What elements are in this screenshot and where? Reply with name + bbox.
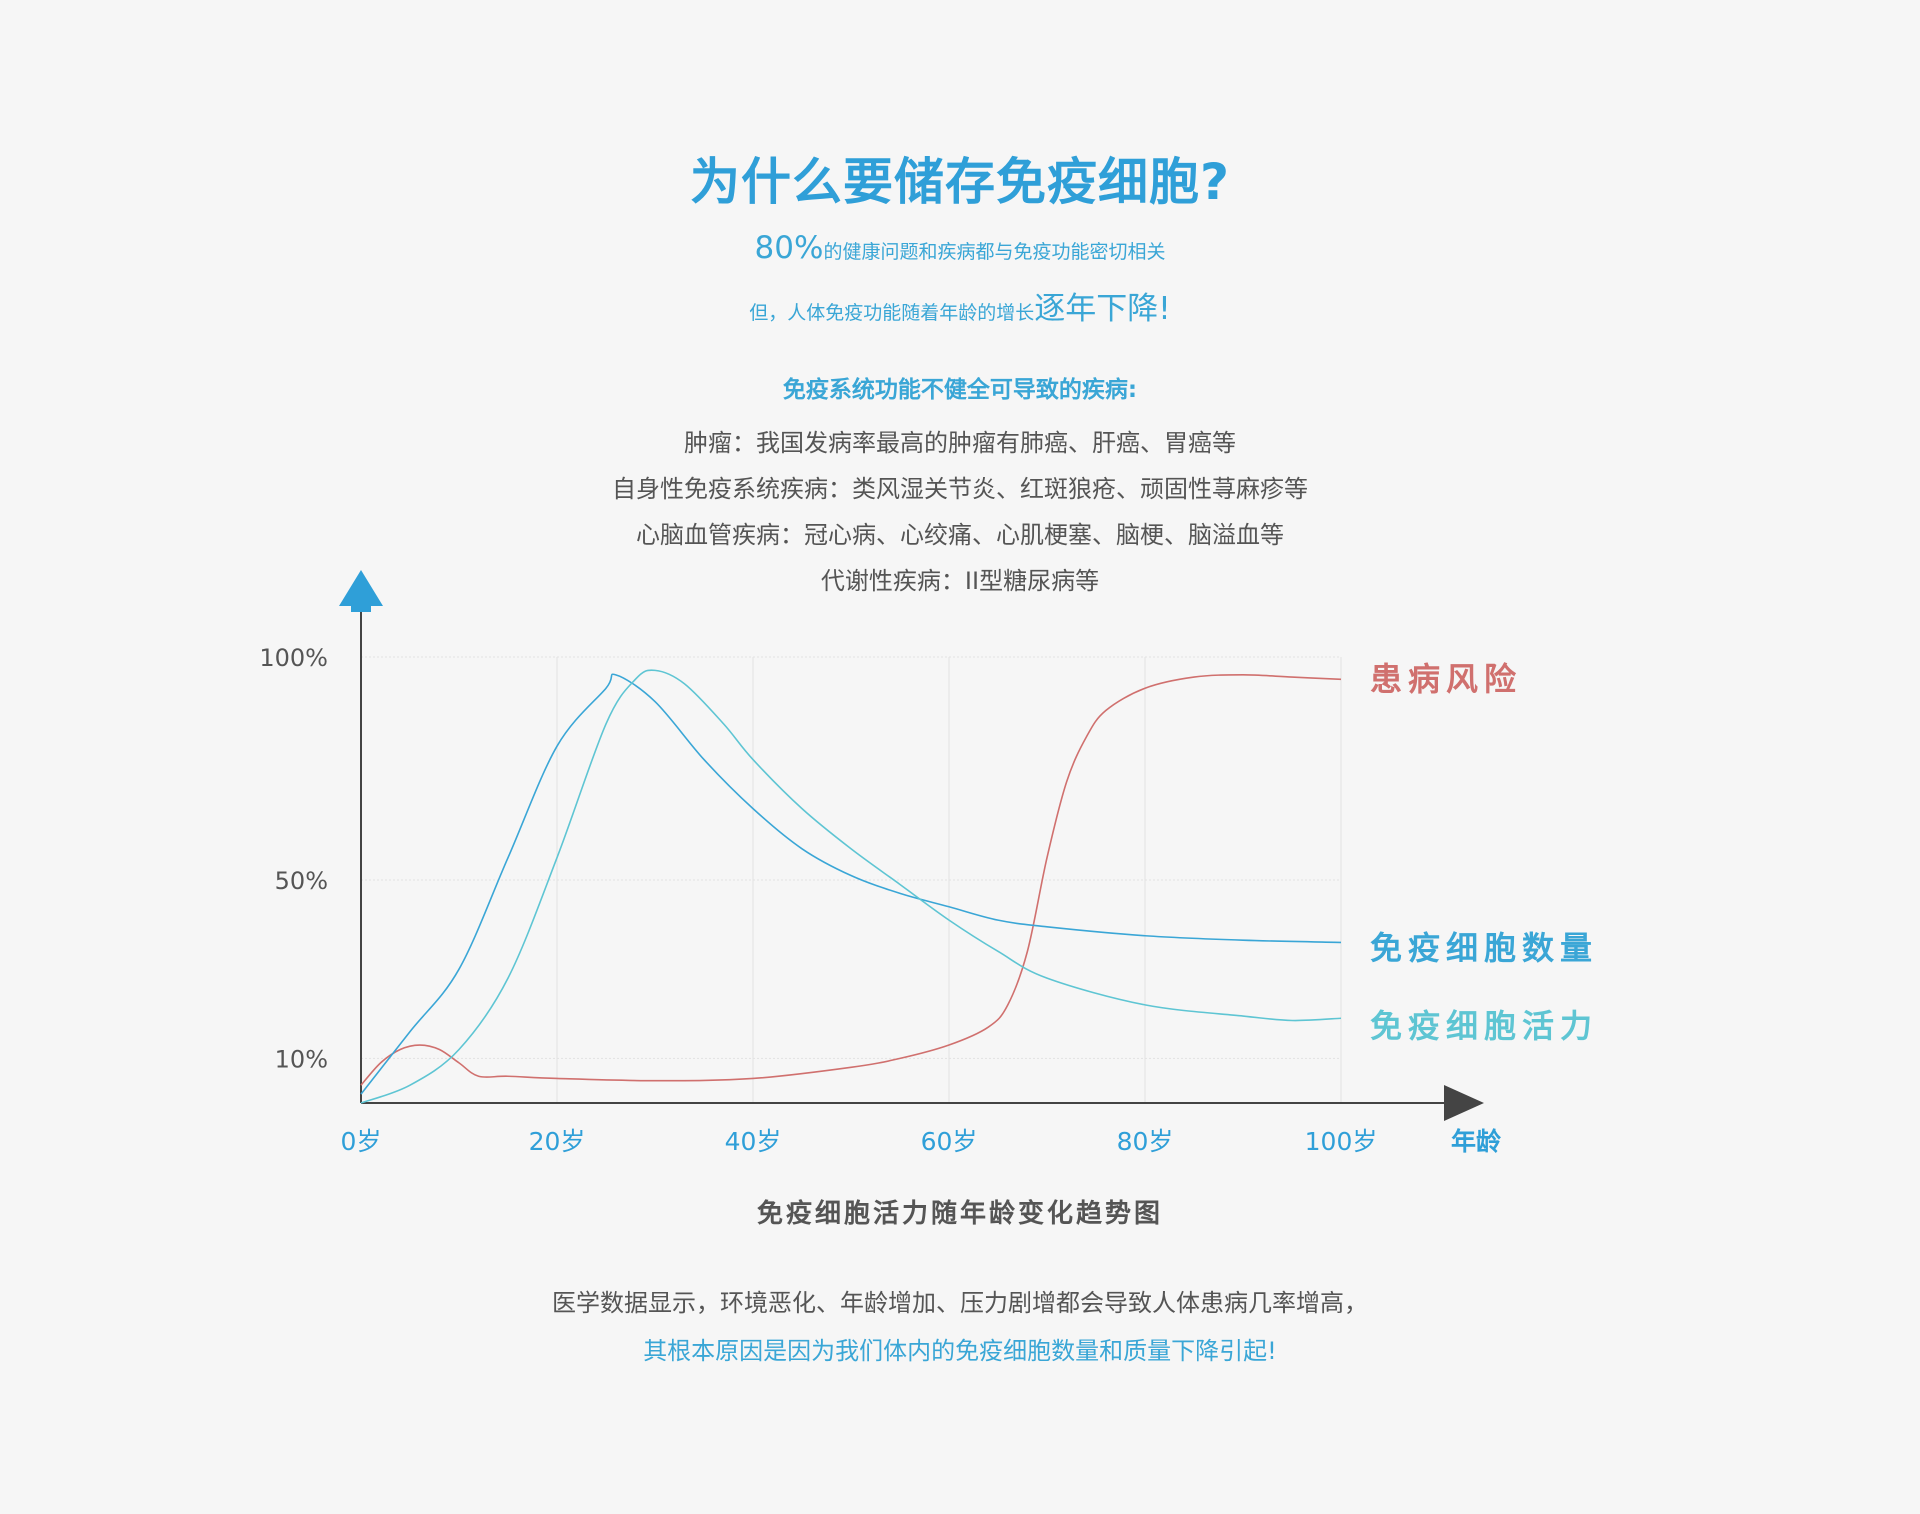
x-tick-label: 40岁 (725, 1127, 782, 1156)
x-axis-arrow-icon (1444, 1085, 1484, 1121)
series-layer (360, 669, 1342, 1104)
y-tick-label: 10% (275, 1045, 328, 1073)
disease-item: 肿瘤：我国发病率最高的肿瘤有肺癌、肝癌、胃癌等 (684, 429, 1236, 457)
grid-layer (361, 656, 1342, 1103)
disease-item: 心脑血管疾病：冠心病、心绞痛、心肌梗塞、脑梗、脑溢血等 (636, 521, 1284, 549)
x-tick-label: 0岁 (341, 1127, 382, 1156)
x-tick-label: 100岁 (1305, 1127, 1378, 1156)
subtitle-highlight-percent: 80% (754, 230, 824, 266)
x-tick-label: 20岁 (529, 1127, 586, 1156)
footer-line-1: 医学数据显示，环境恶化、年龄增加、压力剧增都会导致人体患病几率增高， (552, 1289, 1368, 1317)
page-title: 为什么要储存免疫细胞? (689, 153, 1230, 211)
chart-caption: 免疫细胞活力随年龄变化趋势图 (756, 1199, 1163, 1229)
subtitle-text-2: 但，人体免疫功能随着年龄的增长 (749, 302, 1035, 324)
x-axis-label: 年龄 (1451, 1127, 1502, 1156)
disease-item: 自身性免疫系统疾病：类风湿关节炎、红斑狼疮、顽固性荨麻疹等 (612, 475, 1308, 503)
series-label: 患病风险 (1370, 660, 1522, 698)
y-tick-label: 50% (275, 867, 328, 895)
footer-line-2: 其根本原因是因为我们体内的免疫细胞数量和质量下降引起! (643, 1337, 1277, 1365)
diseases-heading: 免疫系统功能不健全可导致的疾病: (782, 377, 1138, 403)
label-layer: 0岁 20岁 40岁 60岁 80岁 100岁 100% 50% 10% 年龄 患病风险免疫细胞数量… (259, 644, 1598, 1156)
y-tick-label: 100% (259, 644, 328, 672)
series-line (360, 669, 1342, 1104)
disease-item: 代谢性疾病：II型糖尿病等 (820, 567, 1100, 595)
series-line (360, 674, 1342, 1086)
subtitle-highlight-decline: 逐年下降! (1034, 291, 1171, 327)
axis-layer (339, 570, 1484, 1121)
y-axis-arrow-icon (339, 570, 383, 612)
series-line (360, 673, 1342, 1095)
x-tick-label: 60岁 (921, 1127, 978, 1156)
series-label: 免疫细胞活力 (1370, 1007, 1598, 1045)
subtitle-line-2: 但，人体免疫功能随着年龄的增长逐年下降! (0, 283, 1920, 328)
subtitle-text-1: 的健康问题和疾病都与免疫功能密切相关 (823, 241, 1166, 263)
x-tick-label: 80岁 (1117, 1127, 1174, 1156)
series-label: 免疫细胞数量 (1370, 929, 1598, 967)
subtitle-line-1: 80%的健康问题和疾病都与免疫功能密切相关 (0, 230, 1920, 266)
